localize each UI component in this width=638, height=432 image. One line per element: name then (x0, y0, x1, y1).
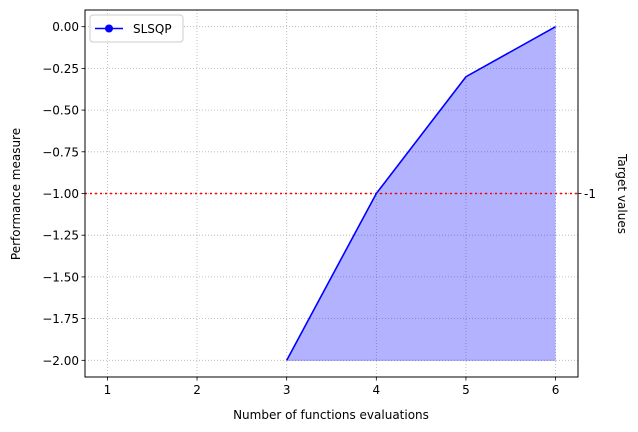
target-layer: -1 (85, 187, 596, 201)
y-tick-label: −2.00 (42, 354, 79, 368)
target-tick-label: -1 (584, 187, 596, 201)
legend-box (89, 14, 184, 43)
y-tick-label: −1.00 (42, 187, 79, 201)
x-tick-label: 6 (552, 383, 560, 397)
x-ticks: 1 2 3 4 5 6 (104, 377, 560, 397)
x-axis-label: Number of functions evaluations (233, 408, 429, 422)
y-tick-label: −0.25 (42, 62, 79, 76)
y-tick-label: 0.00 (52, 20, 79, 34)
series-line (285, 25, 556, 361)
series-line-layer (285, 25, 556, 361)
legend-point-marker (105, 24, 113, 33)
legend-label: SLSQP (133, 22, 172, 36)
x-tick-label: 3 (283, 383, 291, 397)
y-tick-label: −1.75 (42, 312, 79, 326)
y-ticks: 0.00 −0.25 −0.50 −0.75 −1.00 −1.25 −1.50 −1.75 −… (42, 20, 85, 368)
right-axis-label: Target values (615, 153, 629, 234)
y-axis-label: Performance measure (9, 128, 23, 260)
y-tick-label: −0.50 (42, 104, 79, 118)
legend: SLSQP (89, 14, 184, 43)
x-tick-label: 5 (462, 383, 470, 397)
y-tick-label: −1.25 (42, 229, 79, 243)
y-tick-label: −1.50 (42, 270, 79, 284)
x-tick-label: 1 (104, 383, 112, 397)
x-tick-label: 2 (193, 383, 201, 397)
y-tick-label: −0.75 (42, 145, 79, 159)
x-tick-label: 4 (372, 383, 380, 397)
